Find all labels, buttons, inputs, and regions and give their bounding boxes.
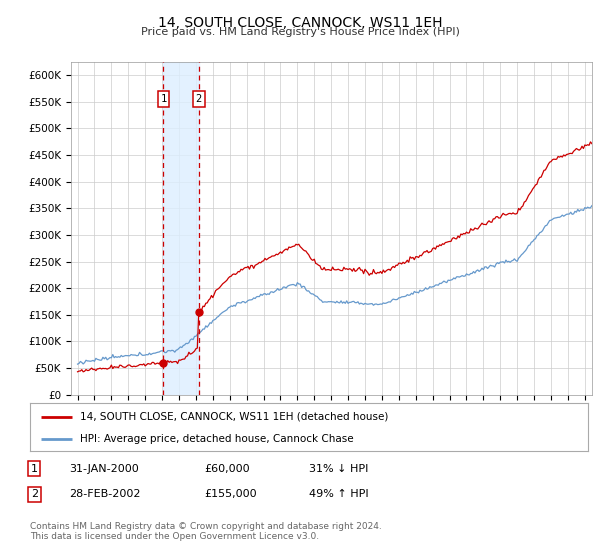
Text: Contains HM Land Registry data © Crown copyright and database right 2024.
This d: Contains HM Land Registry data © Crown c…	[30, 522, 382, 542]
Text: 14, SOUTH CLOSE, CANNOCK, WS11 1EH (detached house): 14, SOUTH CLOSE, CANNOCK, WS11 1EH (deta…	[80, 412, 389, 422]
Bar	[163, 62, 199, 395]
Text: 14, SOUTH CLOSE, CANNOCK, WS11 1EH: 14, SOUTH CLOSE, CANNOCK, WS11 1EH	[158, 16, 442, 30]
Text: 31% ↓ HPI: 31% ↓ HPI	[309, 464, 368, 474]
Text: £155,000: £155,000	[204, 489, 257, 500]
Text: £60,000: £60,000	[204, 464, 250, 474]
Text: 1: 1	[31, 464, 38, 474]
Text: Price paid vs. HM Land Registry's House Price Index (HPI): Price paid vs. HM Land Registry's House …	[140, 27, 460, 37]
Text: HPI: Average price, detached house, Cannock Chase: HPI: Average price, detached house, Cann…	[80, 434, 354, 444]
Text: 31-JAN-2000: 31-JAN-2000	[69, 464, 139, 474]
Text: 2: 2	[196, 94, 202, 104]
Text: 28-FEB-2002: 28-FEB-2002	[69, 489, 140, 500]
Text: 49% ↑ HPI: 49% ↑ HPI	[309, 489, 368, 500]
Text: 1: 1	[160, 94, 167, 104]
Text: 2: 2	[31, 489, 38, 500]
